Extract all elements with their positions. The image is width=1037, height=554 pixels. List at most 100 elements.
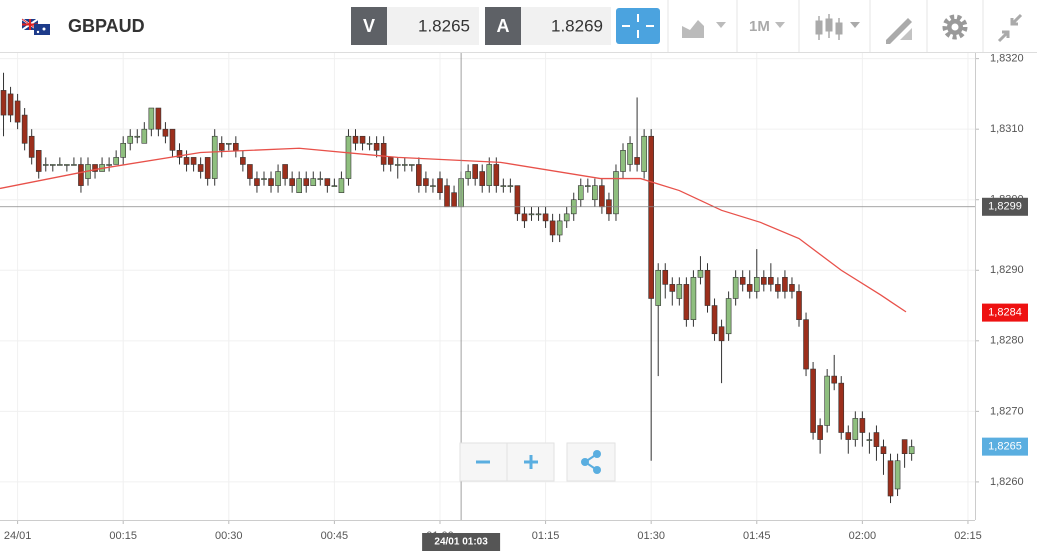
candle-body <box>240 157 246 165</box>
candle-body <box>775 284 781 292</box>
candle-body <box>423 178 429 186</box>
candle-body <box>57 164 63 166</box>
x-tick-label: 01:45 <box>743 530 771 542</box>
y-tick-label: 1,8320 <box>990 53 1024 65</box>
candle-body <box>655 269 662 306</box>
zoom-in-button[interactable] <box>506 442 555 482</box>
candle-body <box>331 185 338 187</box>
collapse-button[interactable] <box>997 13 1023 43</box>
crosshair-button[interactable] <box>616 8 660 44</box>
candle-body <box>880 446 887 454</box>
candle-body <box>190 157 197 165</box>
candle-body <box>627 142 633 165</box>
candle-body <box>901 439 908 454</box>
candle-body <box>225 142 232 145</box>
ask-field <box>521 7 611 45</box>
candle-style-button[interactable] <box>815 14 860 40</box>
candle-body <box>345 135 352 179</box>
overlay: 24/01 01:03 1,8299 1,8284 1,8265 <box>422 197 1028 551</box>
candle-body <box>732 277 739 299</box>
candle-body <box>7 93 14 116</box>
candle-body <box>92 164 98 172</box>
x-tick-label: 00:30 <box>215 530 243 542</box>
ask-button[interactable] <box>485 7 521 45</box>
candle-body <box>211 135 218 179</box>
candle-body <box>275 171 281 186</box>
candle-body <box>873 432 880 447</box>
candle-body <box>120 142 126 158</box>
candle-body <box>162 128 169 137</box>
bid-button[interactable] <box>351 7 387 45</box>
candle-body <box>739 277 746 285</box>
candle-body <box>127 135 134 144</box>
candle-body <box>669 284 676 292</box>
candle-body <box>725 298 732 335</box>
x-tick-label: 24/01 <box>4 530 32 542</box>
candle-body <box>908 446 915 454</box>
x-tick-label: 01:15 <box>532 530 560 542</box>
candle-body <box>141 128 148 144</box>
candle-body <box>451 192 457 208</box>
candle-body <box>465 171 471 179</box>
candle-body <box>113 157 119 165</box>
candle-body <box>528 213 535 216</box>
candle-body <box>183 157 190 165</box>
chart-type-button[interactable] <box>682 20 726 38</box>
candle-body <box>387 157 394 165</box>
x-tick-label: 00:15 <box>109 530 137 542</box>
candle-body <box>894 460 901 490</box>
draw-tool-button[interactable] <box>886 18 912 44</box>
zoom-out-button[interactable] <box>459 442 508 482</box>
share-button[interactable] <box>566 442 616 482</box>
candle-body <box>887 460 894 497</box>
candle-body <box>218 142 225 151</box>
candle-body <box>338 178 345 193</box>
header: GBPAUD V 1.8265 A 1.8269 1M <box>0 0 1037 53</box>
x-tick-label: 02:15 <box>954 530 982 542</box>
candle-body <box>359 135 366 144</box>
bid-label: V <box>363 16 375 36</box>
candle-body <box>261 178 267 180</box>
y-tick-label: 1,8290 <box>990 264 1024 276</box>
candle-body <box>817 425 823 440</box>
candle-body <box>711 305 718 335</box>
candle-body <box>282 164 288 179</box>
settings-button[interactable] <box>942 14 968 40</box>
candle-body <box>394 164 401 166</box>
candle-body <box>585 185 591 187</box>
candle-body <box>71 164 77 166</box>
candle-body <box>155 107 162 130</box>
candle-body <box>796 291 802 320</box>
candle-body <box>521 213 528 222</box>
candle-body <box>746 284 753 292</box>
candle-body <box>824 375 830 426</box>
candle-body <box>648 135 654 299</box>
candle-body <box>852 418 859 440</box>
timeframe: 1M <box>749 18 770 35</box>
candle-body <box>768 277 774 285</box>
candle-body <box>549 220 556 236</box>
flag-icon <box>21 18 50 35</box>
price-tag <box>982 437 1028 456</box>
candle-body <box>148 107 155 130</box>
candle-body <box>859 418 866 433</box>
candle-body <box>810 368 816 433</box>
price-tag-label: 1,8284 <box>988 307 1022 319</box>
candle-body <box>761 277 767 285</box>
candle-body <box>409 164 415 166</box>
symbol: GBPAUD <box>68 16 145 36</box>
ask-price: 1.8269 <box>551 16 603 35</box>
timeframe-button[interactable]: 1M <box>749 18 785 35</box>
candle-body <box>324 178 331 186</box>
candle-body <box>437 178 443 193</box>
y-tick-label: 1,8310 <box>990 123 1024 135</box>
x-tick-label: 01:30 <box>637 530 665 542</box>
candle-body <box>563 213 570 222</box>
candle-body <box>838 382 845 433</box>
candle-body <box>134 135 141 138</box>
candle-body <box>416 164 422 186</box>
crosshair-x-label: 24/01 01:03 <box>434 537 488 548</box>
candle-body <box>676 284 683 299</box>
candle-body <box>49 164 56 166</box>
